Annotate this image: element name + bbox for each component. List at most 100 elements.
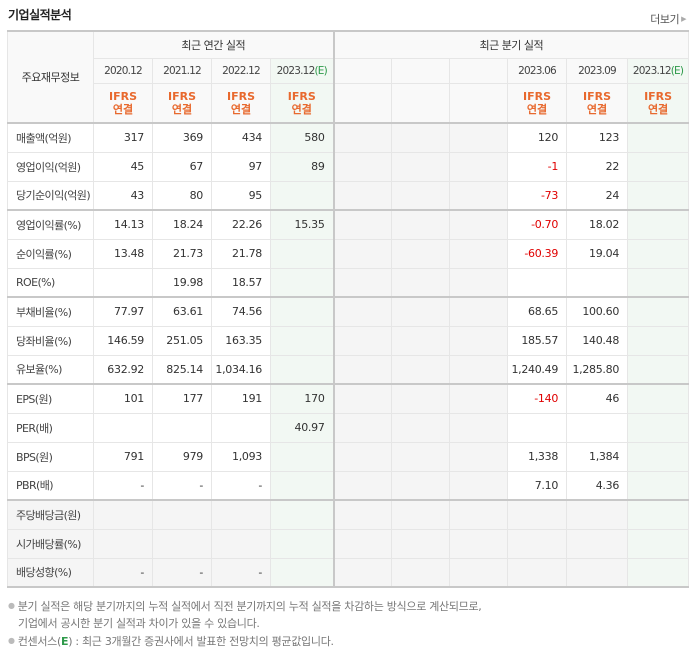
quarter-cell	[449, 267, 509, 298]
quarter-cell: 185.57	[507, 325, 568, 356]
table-row: 당기순이익(억원) 43 80 95 -73 24	[7, 180, 690, 211]
table-row: 영업이익(억원) 45 67 97 89 -1 22	[7, 151, 690, 182]
annual-cell: 317	[93, 122, 153, 153]
table-row: 당좌비율(%) 146.59 251.05 163.35 185.57 140.48	[7, 325, 690, 356]
row-header-label: 주요재무정보	[7, 30, 94, 124]
basis-header	[332, 82, 393, 124]
more-link[interactable]: 더보기 ▶	[650, 11, 686, 27]
quarter-cell: -140	[507, 383, 568, 414]
annual-cell: 14.13	[93, 209, 153, 240]
quarter-cell: 19.04	[566, 238, 629, 269]
quarter-cell	[332, 499, 393, 530]
annual-cell: 19.98	[152, 267, 212, 298]
annual-cell	[93, 267, 153, 298]
annual-cell	[269, 354, 335, 385]
quarter-cell	[449, 151, 509, 182]
quarter-cell: 123	[566, 122, 629, 153]
basis-header: IFRS 연결	[269, 82, 335, 124]
annual-cell	[269, 499, 335, 530]
quarter-cell	[627, 209, 690, 240]
annual-cell: -	[211, 470, 271, 501]
quarter-cell	[391, 209, 451, 240]
quarter-cell	[627, 528, 690, 559]
annual-cell: 632.92	[93, 354, 153, 385]
period-header: 2023.12(E)	[627, 57, 690, 84]
quarter-cell	[391, 470, 451, 501]
triangle-right-icon: ▶	[681, 15, 686, 23]
row-label: 주당배당금(원)	[7, 499, 94, 530]
quarter-cell	[566, 499, 629, 530]
annual-cell: 95	[211, 180, 271, 211]
basis-header: IFRS 연결	[93, 82, 153, 124]
quarter-cell: 100.60	[566, 296, 629, 327]
annual-cell: -	[152, 470, 212, 501]
quarter-cell	[449, 354, 509, 385]
annual-cell	[152, 528, 212, 559]
quarter-cell	[449, 296, 509, 327]
quarter-cell	[449, 441, 509, 472]
quarter-cell	[449, 528, 509, 559]
quarter-cell: 1,338	[507, 441, 568, 472]
quarter-cell: -73	[507, 180, 568, 211]
annual-cell	[269, 267, 335, 298]
annual-cell: 40.97	[269, 412, 335, 443]
quarter-cell: 22	[566, 151, 629, 182]
annual-cell: 18.24	[152, 209, 212, 240]
quarter-cell	[449, 325, 509, 356]
annual-cell: -	[152, 557, 212, 588]
period-header: 2021.12	[152, 57, 212, 84]
row-label: 영업이익률(%)	[7, 209, 94, 240]
annual-cell	[269, 470, 335, 501]
table-row: 순이익률(%) 13.48 21.73 21.78 -60.39 19.04	[7, 238, 690, 269]
row-label: 영업이익(억원)	[7, 151, 94, 182]
quarter-cell: -60.39	[507, 238, 568, 269]
annual-cell: 163.35	[211, 325, 271, 356]
quarter-cell	[627, 412, 690, 443]
financial-table: 주요재무정보 최근 연간 실적 최근 분기 실적 2020.12 2021.12 2…	[7, 30, 690, 588]
quarter-cell: 18.02	[566, 209, 629, 240]
annual-cell	[93, 499, 153, 530]
row-label: 순이익률(%)	[7, 238, 94, 269]
quarter-cell	[566, 267, 629, 298]
annual-cell	[269, 557, 335, 588]
row-label: 유보율(%)	[7, 354, 94, 385]
annual-cell	[93, 528, 153, 559]
annual-cell: 251.05	[152, 325, 212, 356]
annual-cell: 21.73	[152, 238, 212, 269]
row-label: 당기순이익(억원)	[7, 180, 94, 211]
quarter-cell: 1,240.49	[507, 354, 568, 385]
quarter-cell	[627, 557, 690, 588]
annual-cell: 63.61	[152, 296, 212, 327]
quarter-cell	[332, 412, 393, 443]
quarter-cell: 140.48	[566, 325, 629, 356]
period-header	[332, 57, 393, 84]
quarter-cell	[449, 383, 509, 414]
quarter-cell	[449, 412, 509, 443]
quarter-cell	[449, 499, 509, 530]
row-label: 부채비율(%)	[7, 296, 94, 327]
annual-cell: 97	[211, 151, 271, 182]
period-header: 2023.06	[507, 57, 568, 84]
quarter-cell	[391, 267, 451, 298]
quarter-cell	[332, 325, 393, 356]
quarter-cell	[391, 412, 451, 443]
quarter-cell	[627, 383, 690, 414]
quarter-cell	[332, 557, 393, 588]
basis-header: IFRS 연결	[507, 82, 568, 124]
annual-cell: 979	[152, 441, 212, 472]
row-label: PBR(배)	[7, 470, 94, 501]
quarter-cell	[507, 499, 568, 530]
period-header: 2023.09	[566, 57, 629, 84]
quarter-cell	[391, 499, 451, 530]
period-header	[449, 57, 509, 84]
quarter-cell	[332, 122, 393, 153]
row-label: BPS(원)	[7, 441, 94, 472]
quarter-cell	[449, 122, 509, 153]
table-row: 배당성향(%) - - -	[7, 557, 690, 588]
quarter-cell	[332, 209, 393, 240]
annual-cell: 177	[152, 383, 212, 414]
row-label: 당좌비율(%)	[7, 325, 94, 356]
quarter-cell	[391, 354, 451, 385]
quarter-cell: 24	[566, 180, 629, 211]
quarter-cell: 120	[507, 122, 568, 153]
